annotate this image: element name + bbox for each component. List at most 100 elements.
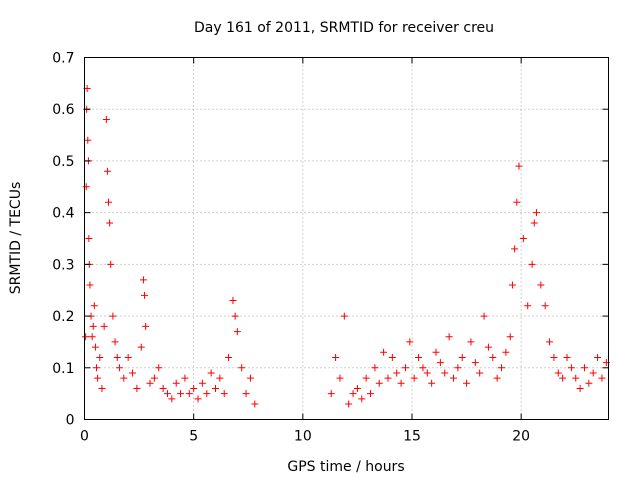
data-point [380,348,388,356]
x-tick-label: 5 [189,429,198,445]
chart-title: Day 161 of 2011, SRMTID for receiver cre… [194,20,494,36]
data-point [336,374,344,382]
data-point [146,379,154,387]
data-point [563,353,571,361]
data-point [506,333,514,341]
data-point [598,374,606,382]
y-tick-label: 0.6 [52,102,74,118]
data-point [594,353,602,361]
data-point [489,353,497,361]
data-point [410,374,418,382]
data-point [159,384,167,392]
data-point [155,364,163,372]
data-point [242,390,250,398]
data-point [454,364,462,372]
data-point [384,374,392,382]
y-tick-label: 0.7 [52,51,74,67]
data-point [537,281,545,289]
data-point [406,338,414,346]
data-point [207,369,215,377]
data-point [480,312,488,320]
data-point [476,369,484,377]
y-tick-label: 0.2 [52,309,74,325]
data-point [530,219,538,227]
data-point [511,245,519,253]
data-point [541,302,549,310]
data-point [216,374,224,382]
data-point [353,384,361,392]
data-point [550,353,558,361]
data-point [212,384,219,392]
x-axis-label: GPS time / hours [287,459,404,475]
data-point [93,364,101,372]
data-point [90,302,98,310]
data-point [185,390,193,398]
data-point [100,322,108,330]
data-point [109,312,117,320]
data-point [493,374,501,382]
data-point [88,333,96,341]
data-point [231,312,239,320]
data-point [91,343,99,351]
data-point [572,374,580,382]
data-point [513,198,521,206]
data-point [576,384,584,392]
data-point [580,364,588,372]
data-point [103,167,111,175]
data-point [432,348,440,356]
data-point [113,353,121,361]
data-point [532,209,540,217]
data-point [397,379,405,387]
data-point [349,390,357,398]
data-point [345,400,353,408]
data-point [238,364,246,372]
data-point [181,374,189,382]
data-point [86,281,94,289]
data-point [467,338,475,346]
data-point [449,374,457,382]
data-point [94,374,102,382]
data-point [82,183,90,191]
data-point [393,369,401,377]
data-point [484,343,492,351]
data-point [84,136,92,144]
data-point [419,364,427,372]
data-point [498,364,506,372]
y-axis-label: SRMTID / TECUs [8,182,24,295]
data-point [428,379,436,387]
data-point [225,353,233,361]
data-point [89,322,97,330]
data-point [177,390,185,398]
data-point [519,235,527,242]
data-point [105,198,113,206]
data-point [115,364,123,372]
data-point [124,353,132,361]
data-point [589,369,597,377]
data-point [141,291,149,299]
data-point [98,384,106,392]
data-point [229,297,237,305]
data-point [375,379,383,387]
y-tick-label: 0.4 [52,206,74,222]
data-point [515,162,523,170]
data-point [441,369,449,377]
grid [84,57,609,420]
data-point [458,353,466,361]
data-point [367,390,375,398]
x-tick-label: 10 [294,429,312,445]
data-point [102,116,110,124]
data-point [129,369,137,377]
data-point [585,379,593,387]
data-point [172,379,180,387]
data-point [168,395,176,403]
y-tick-label: 0 [66,413,75,429]
data-point [142,322,150,330]
data-point [445,333,453,341]
y-tick-label: 0.3 [52,257,74,273]
data-point [436,359,444,367]
data-point [233,328,241,336]
data-point [198,379,206,387]
data-point [471,359,479,367]
data-point [190,384,198,392]
